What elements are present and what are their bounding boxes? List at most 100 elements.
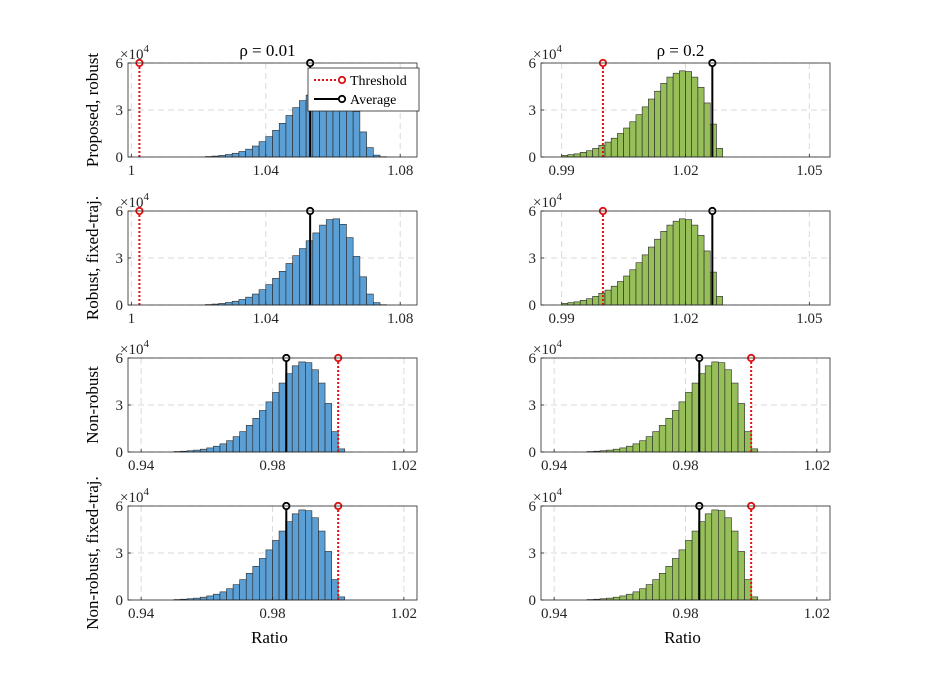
x-tick-label: 0.98 [259,458,285,474]
histogram-bar [731,530,739,601]
histogram-bar [639,588,647,601]
x-tick-label: 0.94 [541,606,568,622]
histogram-bar [604,141,612,158]
histogram-bar [232,436,240,453]
histogram-bar [652,431,660,453]
histogram-bar [278,123,287,158]
histogram-bar [679,70,686,158]
y-tick-label: 0 [529,150,537,166]
y-tick-label: 0 [116,150,124,166]
histogram-bar [645,436,653,453]
y-exponent-label: ×104 [120,43,149,63]
subplot-right-1: 0.99 1.02 1.05 0 3 6×104 [529,191,831,327]
y-tick-label: 0 [116,298,124,314]
histogram-bar [245,296,253,306]
subplot-right-0: 0.99 1.02 1.05 0 3 6×104 ρ = 0.2 [529,41,831,179]
histogram-bar [325,219,334,306]
histogram-bar [206,447,214,453]
y-tick-label: 3 [116,251,124,267]
legend-threshold-label: Threshold [350,74,407,89]
y-exponent-label: ×104 [120,338,149,358]
histogram-bar [252,145,260,158]
subplot-xlabel: Ratio [664,628,701,647]
histogram-bar [213,593,221,601]
histogram-bar [685,392,693,453]
histogram-bar [231,300,240,306]
subplot-title: ρ = 0.2 [657,41,705,60]
legend-average-marker [337,94,347,104]
histogram-bar [299,100,307,158]
histogram-bar [239,431,247,453]
histogram-bar [239,579,247,601]
histogram-bar [711,361,719,453]
histogram-bar [265,549,273,601]
histogram-bar [319,224,327,306]
histogram-bar [672,72,680,158]
histogram-bar [632,443,640,453]
histogram-bar [245,425,254,453]
histogram-bar [324,551,332,601]
histogram-bar [629,269,637,306]
histogram-bar [617,281,624,306]
subplot-right-2: 0.94 0.98 1.02 0 3 6×104 [529,338,831,474]
x-tick-label: 1.02 [804,458,830,474]
histogram-bar [652,579,660,601]
histogram-bar [259,410,267,453]
histogram-bar [604,289,612,306]
histogram-bar [623,127,631,158]
x-tick-label: 1 [128,163,136,179]
histogram-bar [648,246,655,306]
histogram-bar [245,148,253,158]
histogram-bar [291,365,300,453]
legend-average-label: Average [350,93,396,108]
y-tick-label: 6 [116,204,124,220]
histogram-bar [737,551,745,601]
histogram-bar [672,410,680,453]
x-tick-label: 0.99 [549,163,575,179]
y-tick-label: 0 [529,593,537,609]
y-exponent-label: ×104 [533,486,562,506]
histogram-bar [685,540,693,601]
x-tick-label: 0.98 [259,606,285,622]
histogram-bar [718,362,726,453]
histogram-bar [265,136,273,158]
y-tick-label: 3 [116,103,124,119]
histogram-bar [672,558,680,601]
y-tick-label: 0 [529,445,537,461]
histogram-bar [285,115,293,158]
histogram-bar [305,510,313,601]
histogram-bar [219,443,227,453]
histogram-bar [639,440,647,453]
histogram-bar [573,153,581,158]
histogram-bar [359,276,367,306]
histogram-bar [660,231,668,306]
y-tick-label: 6 [529,499,537,515]
x-tick-label: 1.04 [253,163,280,179]
histogram-bar [598,144,606,158]
histogram-bar [641,106,649,158]
histogram-bar [278,382,286,453]
y-exponent-label: ×104 [120,191,149,211]
histogram-bar [346,237,354,306]
histogram-bar [716,148,723,158]
histogram-bar [213,445,221,453]
histogram-bar [259,558,267,601]
histogram-bar [654,238,662,306]
x-tick-label: 0.98 [672,458,698,474]
histogram-bar [691,530,699,601]
legend: Threshold Average [307,67,420,112]
histogram-bar [678,401,686,453]
y-exponent-label: ×104 [533,191,562,211]
histogram-bar [265,401,273,453]
histogram-bar [292,255,300,306]
y-tick-label: 0 [529,298,537,314]
histogram-bar [573,301,581,306]
histogram-bar [252,293,260,306]
y-tick-label: 6 [529,204,537,220]
histogram-bar [697,86,705,158]
histogram-bar [635,262,643,306]
y-tick-label: 6 [116,56,124,72]
histogram-bar [579,299,587,306]
x-tick-label: 1.02 [804,606,830,622]
histogram-bar [645,584,653,601]
